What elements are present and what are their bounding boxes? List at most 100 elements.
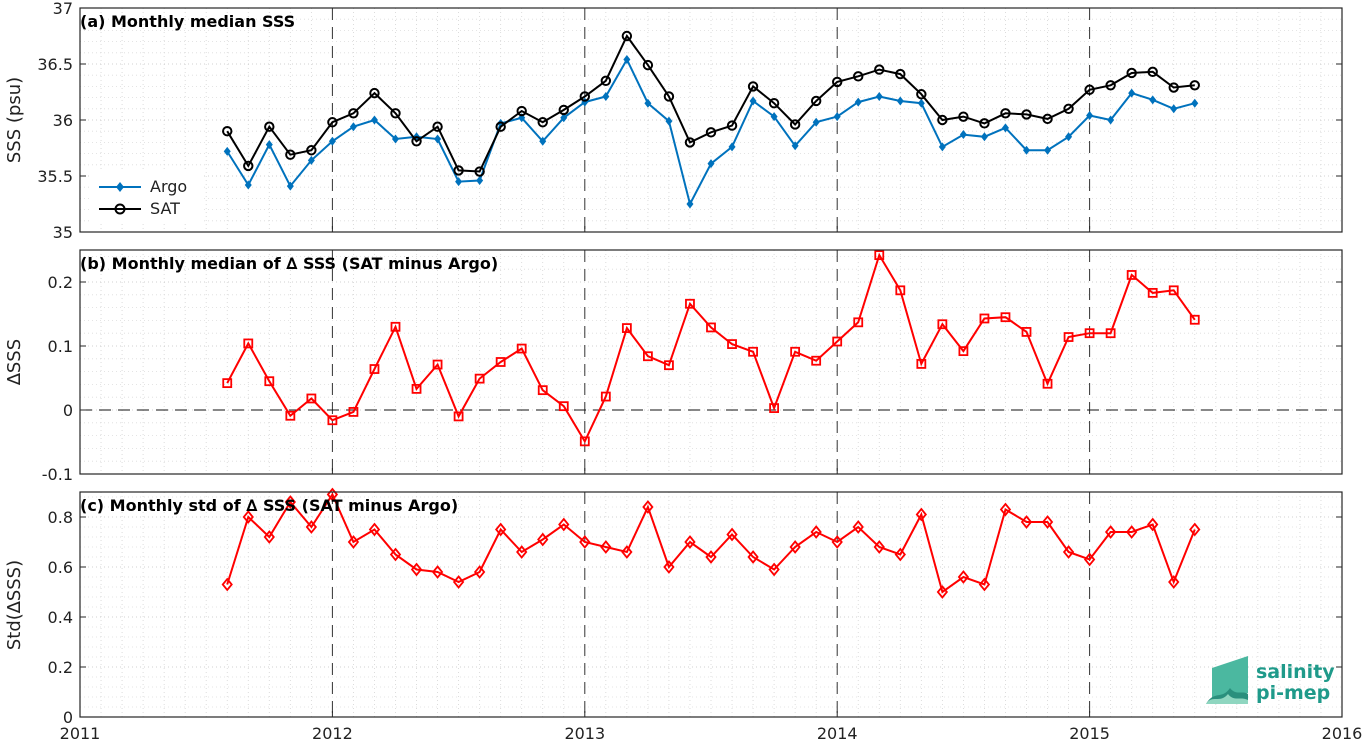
- panel-a-point: [1128, 88, 1136, 98]
- panel-b-ytick-label: -0.1: [42, 465, 73, 484]
- panel-a-point: [1105, 80, 1116, 91]
- panel-b-point: [411, 383, 422, 394]
- panel-a-point: [1168, 82, 1179, 93]
- panel-a-ytick-label: 37: [53, 0, 73, 18]
- panel-a-point: [1147, 66, 1158, 78]
- panel-a-point: [810, 95, 822, 107]
- panel-a-point: [223, 146, 231, 156]
- panel-a-point: [917, 98, 925, 108]
- panels-layer: 35 35.5 36 36.5 37 -0.1 0 0.1 0.2 0 0.2 0.4 0.6 0.8 20…: [37, 0, 1362, 743]
- panel-b-point: [874, 250, 885, 261]
- panel-a-point: [728, 142, 736, 152]
- panel-a-point: [516, 105, 527, 117]
- panel-c-point: [621, 545, 633, 559]
- panel-a-point: [1084, 84, 1095, 95]
- panel-a-point: [1065, 132, 1073, 142]
- panel-b-point: [222, 378, 233, 389]
- panel-a-point: [1086, 111, 1094, 121]
- panel-c-point: [1083, 552, 1096, 567]
- panel-a-point: [348, 108, 359, 119]
- panel-b-point: [937, 319, 948, 330]
- panel-c-point: [831, 535, 843, 549]
- legend-argo-label: Argo: [150, 177, 187, 196]
- panel-c-point: [768, 562, 780, 577]
- panel-a-point: [980, 132, 988, 142]
- panel-b-point: [390, 321, 401, 332]
- panel-b-point: [1105, 328, 1116, 339]
- panel-c-ytick-label: 0.8: [48, 508, 73, 527]
- panel-b-point: [558, 401, 569, 412]
- panel-a-point: [432, 121, 443, 132]
- panel-c-point: [915, 507, 927, 522]
- panel-a-point: [539, 136, 547, 146]
- panel-c-point: [537, 532, 549, 547]
- panel-a-point: [663, 91, 675, 102]
- panel-b-point: [243, 338, 254, 349]
- legend-sat-marker: [114, 203, 126, 215]
- panel-c-point: [894, 547, 906, 562]
- legend-argo-marker: [116, 182, 124, 192]
- panel-a-point: [707, 159, 715, 169]
- panel-c-point: [347, 535, 360, 549]
- panel-b-point: [1000, 312, 1011, 323]
- panel-c-point: [642, 500, 654, 514]
- panel-c-point: [305, 520, 318, 534]
- panel-b-point: [537, 385, 548, 396]
- panel-a-point: [222, 126, 233, 137]
- panel-b-point: [600, 391, 611, 402]
- panel-b-point: [727, 339, 737, 349]
- panel-a-point: [370, 115, 378, 125]
- panel-a-point: [791, 141, 799, 151]
- panel-a-point: [833, 112, 841, 122]
- panel-c-ylabel: Std(∆SSS): [4, 560, 25, 650]
- panel-c-point: [705, 550, 717, 564]
- logo-text-line2: pi-mep: [1256, 682, 1330, 704]
- panel-b-point: [958, 346, 969, 357]
- panel-b-point: [664, 360, 674, 371]
- panel-a-point: [1191, 98, 1199, 108]
- panel-a-point: [726, 120, 738, 131]
- panel-c-point: [810, 525, 822, 539]
- panel-a-point: [747, 81, 759, 92]
- panel-a-point: [1042, 113, 1053, 125]
- panel-a-point: [895, 68, 906, 80]
- panel-a-point: [623, 55, 631, 65]
- panel-c-point: [410, 562, 423, 577]
- panel-c-axes-box: [79, 491, 1343, 718]
- panel-c-point: [978, 577, 991, 592]
- panel-a-point: [1021, 109, 1032, 120]
- panel-c-xtick-label: 2015: [1069, 724, 1110, 743]
- panel-a-point: [621, 30, 633, 42]
- panel-b-series-0-line: [226, 252, 1196, 444]
- panel-c-ytick-label: 0: [63, 708, 73, 727]
- panel-a-point: [1000, 108, 1011, 119]
- panel-b-ytick-label: 0.1: [48, 337, 73, 356]
- panel-b-point: [1189, 314, 1200, 325]
- panel-a-point: [1189, 80, 1200, 91]
- panel-c-point: [558, 517, 570, 532]
- panel-b-ytick-label: 0.2: [48, 273, 73, 292]
- panel-c-point: [389, 547, 402, 562]
- panel-b-point: [1063, 332, 1074, 342]
- panel-c-xtick-label: 2016: [1322, 724, 1363, 743]
- panel-b-point: [369, 364, 380, 374]
- panel-a-point: [369, 87, 380, 99]
- panel-c-ytick-label: 0.4: [48, 608, 73, 627]
- panel-a-point: [411, 136, 422, 147]
- panel-a-point: [453, 165, 464, 176]
- panel-b-point: [853, 317, 864, 328]
- panel-a-point: [749, 96, 757, 106]
- panel-c-point: [600, 540, 612, 554]
- panel-b-point: [790, 346, 801, 357]
- panel-a-point: [1107, 115, 1115, 125]
- panel-b-point: [643, 351, 653, 362]
- panel-a-point: [265, 140, 273, 150]
- panel-b-point: [706, 322, 716, 333]
- panel-a-point: [328, 136, 336, 146]
- panel-c-point: [1062, 545, 1075, 559]
- panel-a-point: [770, 112, 778, 122]
- panel-c-xtick-label: 2013: [564, 724, 605, 743]
- panel-c-point: [516, 545, 528, 559]
- panel-c-point: [579, 535, 591, 549]
- panel-a-ytick-label: 35.5: [37, 167, 73, 186]
